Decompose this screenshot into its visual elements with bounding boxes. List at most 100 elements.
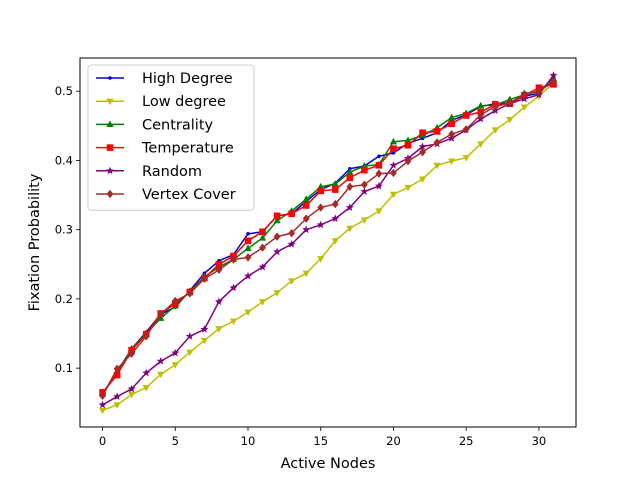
data-point-random bbox=[171, 348, 180, 357]
x-axis-label: Active Nodes bbox=[281, 456, 376, 472]
legend-item-vertex-cover: Vertex Cover bbox=[96, 187, 236, 203]
legend-box bbox=[87, 64, 255, 211]
y-tick-label: 0.5 bbox=[55, 84, 73, 98]
legend-swatch-marker bbox=[106, 120, 114, 127]
data-point-random bbox=[273, 247, 282, 256]
data-point-temperature bbox=[419, 129, 426, 137]
data-point-vertex-cover bbox=[244, 253, 252, 262]
data-point-vertex-cover bbox=[433, 138, 441, 147]
data-point-low-degree bbox=[346, 225, 354, 233]
data-point-vertex-cover bbox=[404, 156, 412, 166]
data-point-vertex-cover bbox=[142, 332, 150, 341]
data-point-temperature bbox=[244, 237, 252, 245]
data-point-vertex-cover bbox=[317, 203, 325, 212]
data-point-random bbox=[316, 220, 325, 229]
data-point-random bbox=[214, 297, 223, 306]
data-point-centrality bbox=[258, 234, 267, 241]
data-point-low-degree bbox=[258, 299, 267, 306]
series-low-degree bbox=[98, 80, 558, 415]
data-point-temperature bbox=[346, 174, 354, 182]
data-point-vertex-cover bbox=[346, 182, 354, 191]
data-point-vertex-cover bbox=[448, 129, 456, 139]
data-point-vertex-cover bbox=[99, 391, 106, 401]
legend-item-low-degree: Low degree bbox=[96, 94, 226, 110]
data-point-temperature bbox=[390, 145, 397, 152]
data-point-random bbox=[345, 203, 354, 211]
legend-swatch-marker bbox=[108, 76, 112, 80]
y-tick-label: 0.3 bbox=[55, 223, 73, 237]
data-point-random bbox=[127, 384, 136, 393]
data-point-random bbox=[287, 240, 296, 248]
data-point-random bbox=[156, 357, 165, 365]
data-point-low-degree bbox=[317, 256, 325, 263]
data-point-centrality bbox=[404, 136, 412, 143]
series-layer bbox=[98, 71, 558, 415]
data-point-centrality bbox=[477, 101, 485, 109]
data-point-vertex-cover bbox=[506, 98, 514, 108]
data-point-low-degree bbox=[389, 191, 398, 199]
data-point-temperature bbox=[273, 212, 281, 220]
data-point-random bbox=[185, 332, 194, 340]
data-point-centrality bbox=[331, 180, 339, 187]
data-point-random bbox=[418, 142, 427, 151]
data-point-vertex-cover bbox=[186, 289, 194, 298]
data-point-centrality bbox=[346, 168, 354, 175]
y-axis-ticks: 0.1 0.2 0.3 0.4 0.5 bbox=[55, 84, 80, 375]
data-point-low-degree bbox=[462, 155, 470, 162]
data-point-random bbox=[113, 392, 122, 400]
data-point-temperature bbox=[302, 202, 310, 209]
data-point-vertex-cover bbox=[113, 364, 121, 374]
data-point-low-degree bbox=[288, 278, 296, 285]
y-tick-label: 0.4 bbox=[55, 153, 73, 167]
data-point-low-degree bbox=[200, 337, 208, 345]
data-point-vertex-cover bbox=[491, 102, 499, 111]
data-point-random bbox=[200, 325, 209, 333]
data-point-low-degree bbox=[128, 391, 136, 399]
legend-item-random: Random bbox=[96, 164, 202, 180]
data-point-vertex-cover bbox=[288, 228, 296, 238]
data-point-temperature bbox=[215, 261, 223, 268]
data-point-low-degree bbox=[520, 104, 528, 112]
data-point-vertex-cover bbox=[230, 255, 237, 264]
data-point-random bbox=[98, 400, 107, 409]
x-tick-label: 25 bbox=[459, 434, 474, 448]
data-point-low-degree bbox=[229, 318, 238, 325]
data-point-random bbox=[360, 187, 369, 196]
data-point-low-degree bbox=[360, 217, 368, 224]
legend-label: High Degree bbox=[142, 71, 233, 87]
data-point-vertex-cover bbox=[360, 180, 368, 189]
data-point-vertex-cover bbox=[390, 168, 397, 178]
data-point-vertex-cover bbox=[535, 87, 543, 96]
y-tick-label: 0.2 bbox=[55, 292, 73, 306]
legend-item-high-degree: High Degree bbox=[96, 71, 233, 87]
legend-label: Temperature bbox=[141, 141, 234, 157]
data-point-temperature bbox=[375, 162, 383, 169]
data-point-low-degree bbox=[331, 238, 339, 245]
data-point-low-degree bbox=[171, 362, 179, 369]
y-axis-label: Fixation Probability bbox=[27, 173, 43, 311]
data-point-temperature bbox=[288, 210, 295, 218]
data-point-vertex-cover bbox=[331, 199, 339, 209]
x-tick-label: 30 bbox=[532, 434, 547, 448]
data-point-low-degree bbox=[157, 371, 165, 379]
data-point-vertex-cover bbox=[215, 265, 223, 275]
data-point-vertex-cover bbox=[462, 125, 470, 134]
data-point-vertex-cover bbox=[477, 110, 485, 119]
data-point-vertex-cover bbox=[419, 147, 426, 157]
data-point-low-degree bbox=[506, 117, 514, 124]
y-tick-label: 0.1 bbox=[55, 361, 73, 375]
data-point-random bbox=[389, 161, 398, 169]
data-point-temperature bbox=[113, 371, 121, 379]
x-tick-label: 10 bbox=[241, 434, 256, 448]
legend-item-temperature: Temperature bbox=[96, 141, 234, 157]
series-line-vertex-cover bbox=[101, 80, 554, 397]
x-tick-label: 0 bbox=[99, 434, 106, 448]
data-point-low-degree bbox=[302, 270, 310, 278]
legend-label: Random bbox=[142, 164, 202, 180]
data-point-low-degree bbox=[418, 176, 427, 184]
legend-label: Vertex Cover bbox=[142, 187, 236, 203]
x-tick-label: 5 bbox=[172, 434, 179, 448]
data-point-random bbox=[331, 214, 340, 223]
data-point-centrality bbox=[448, 113, 456, 121]
x-tick-label: 15 bbox=[313, 434, 328, 448]
